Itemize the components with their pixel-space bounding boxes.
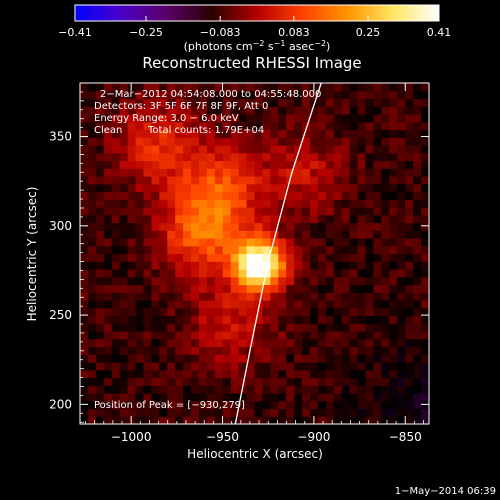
y-tick-label: 300: [49, 219, 72, 233]
heatmap: [80, 83, 429, 424]
solar-limb-curve: [234, 83, 322, 424]
footer-date: 1−May−2014 06:39: [395, 486, 496, 497]
x-tick-label: −1000: [111, 430, 152, 444]
y-tick-label: 350: [49, 130, 72, 144]
total-counts: Total counts: 1.79E+04: [147, 125, 264, 136]
x-tick-label: −850: [389, 430, 422, 444]
colorbar-tick-label: −0.25: [129, 26, 163, 39]
colorbar: −0.41 −0.25 −0.083 0.083 0.25 0.41 (photons c…: [58, 4, 451, 53]
colorbar-tick-label: 0.083: [278, 26, 310, 39]
y-axis-label: Heliocentric Y (arcsec): [25, 187, 39, 322]
x-axis-label: Heliocentric X (arcsec): [187, 447, 323, 461]
colorbar-tick-label: 0.25: [356, 26, 381, 39]
peak-position: Position of Peak = [−930,279]: [94, 400, 245, 411]
plot-frame: [79, 82, 430, 425]
energy-range: Energy Range: 3.0 − 6.0 keV: [94, 113, 239, 124]
y-tick-label: 200: [49, 397, 72, 411]
heatmap-cells: [80, 83, 429, 424]
colorbar-tick-label: 0.41: [427, 26, 452, 39]
plot-title: Reconstructed RHESSI Image: [142, 54, 361, 72]
colorbar-tick-label: −0.083: [200, 26, 241, 39]
x-axis: −1000 −950 −900 −850: [85, 83, 424, 444]
colorbar-units: (photons cm−2 s−1 asec−2): [184, 39, 331, 53]
colorbar-ticks: −0.41 −0.25 −0.083 0.083 0.25 0.41: [58, 16, 451, 39]
observation-info: 2−Mar−2012 04:54:08.000 to 04:55:48.000 …: [94, 89, 321, 136]
y-axis: 200 250 300 350: [49, 82, 429, 423]
colorbar-tick-label: −0.41: [58, 26, 92, 39]
time-range: 2−Mar−2012 04:54:08.000 to 04:55:48.000: [100, 89, 321, 100]
method-label: Clean: [94, 125, 122, 136]
detectors-line: Detectors: 3F 5F 6F 7F 8F 9F, Att 0: [94, 101, 268, 112]
x-tick-label: −950: [206, 430, 239, 444]
y-tick-label: 250: [49, 308, 72, 322]
colorbar-strip: [74, 4, 440, 22]
x-tick-label: −900: [297, 430, 330, 444]
